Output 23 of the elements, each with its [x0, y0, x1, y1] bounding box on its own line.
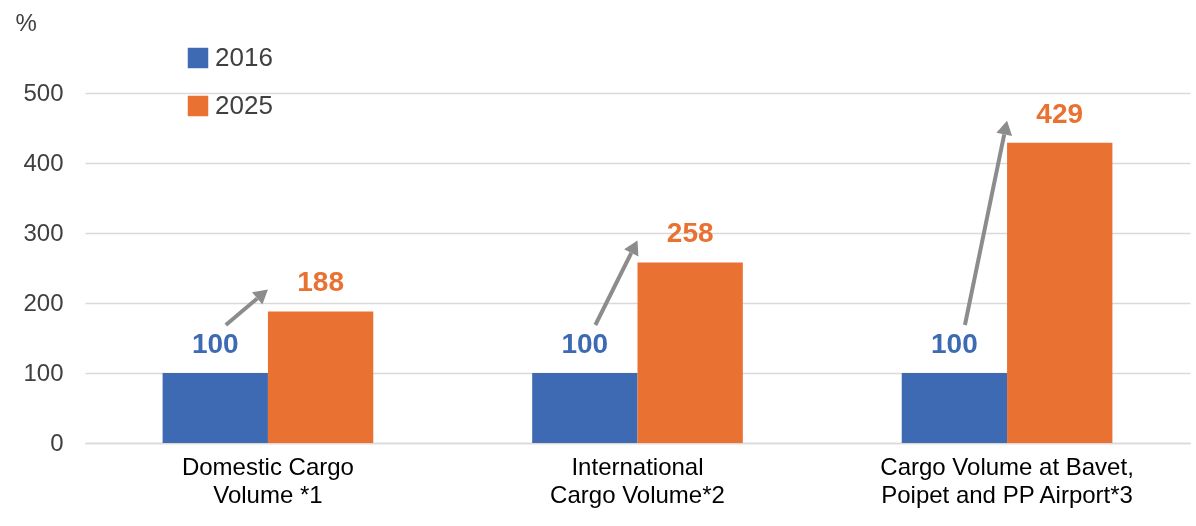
bar: [901, 373, 1008, 443]
x-tick-label: International Cargo Volume*2: [550, 452, 725, 508]
y-tick-label: 500: [23, 78, 64, 106]
data-label: 100: [191, 328, 239, 359]
data-label: 100: [931, 328, 978, 359]
x-tick-label: Domestic Cargo Volume *1: [181, 452, 354, 508]
x-tick-label: Cargo Volume at Bavet, Poipet and PP Airport*3: [880, 452, 1134, 508]
legend-label: 2025: [215, 90, 273, 120]
y-axis-title: %: [15, 8, 37, 36]
y-tick-label: 300: [23, 218, 64, 246]
data-label: 188: [297, 266, 344, 298]
y-tick-label: 100: [23, 358, 64, 386]
y-tick-label: 200: [23, 288, 64, 316]
y-tick-label: 400: [23, 148, 64, 176]
bar: [637, 262, 743, 443]
bar: [532, 373, 638, 443]
bar: [267, 311, 374, 443]
data-label: 258: [666, 217, 714, 249]
bar: [162, 373, 268, 443]
data-label: 429: [1036, 97, 1084, 129]
data-label: 100: [561, 328, 609, 359]
legend-label: 2016: [215, 42, 273, 72]
y-tick-label: 0: [50, 428, 64, 456]
